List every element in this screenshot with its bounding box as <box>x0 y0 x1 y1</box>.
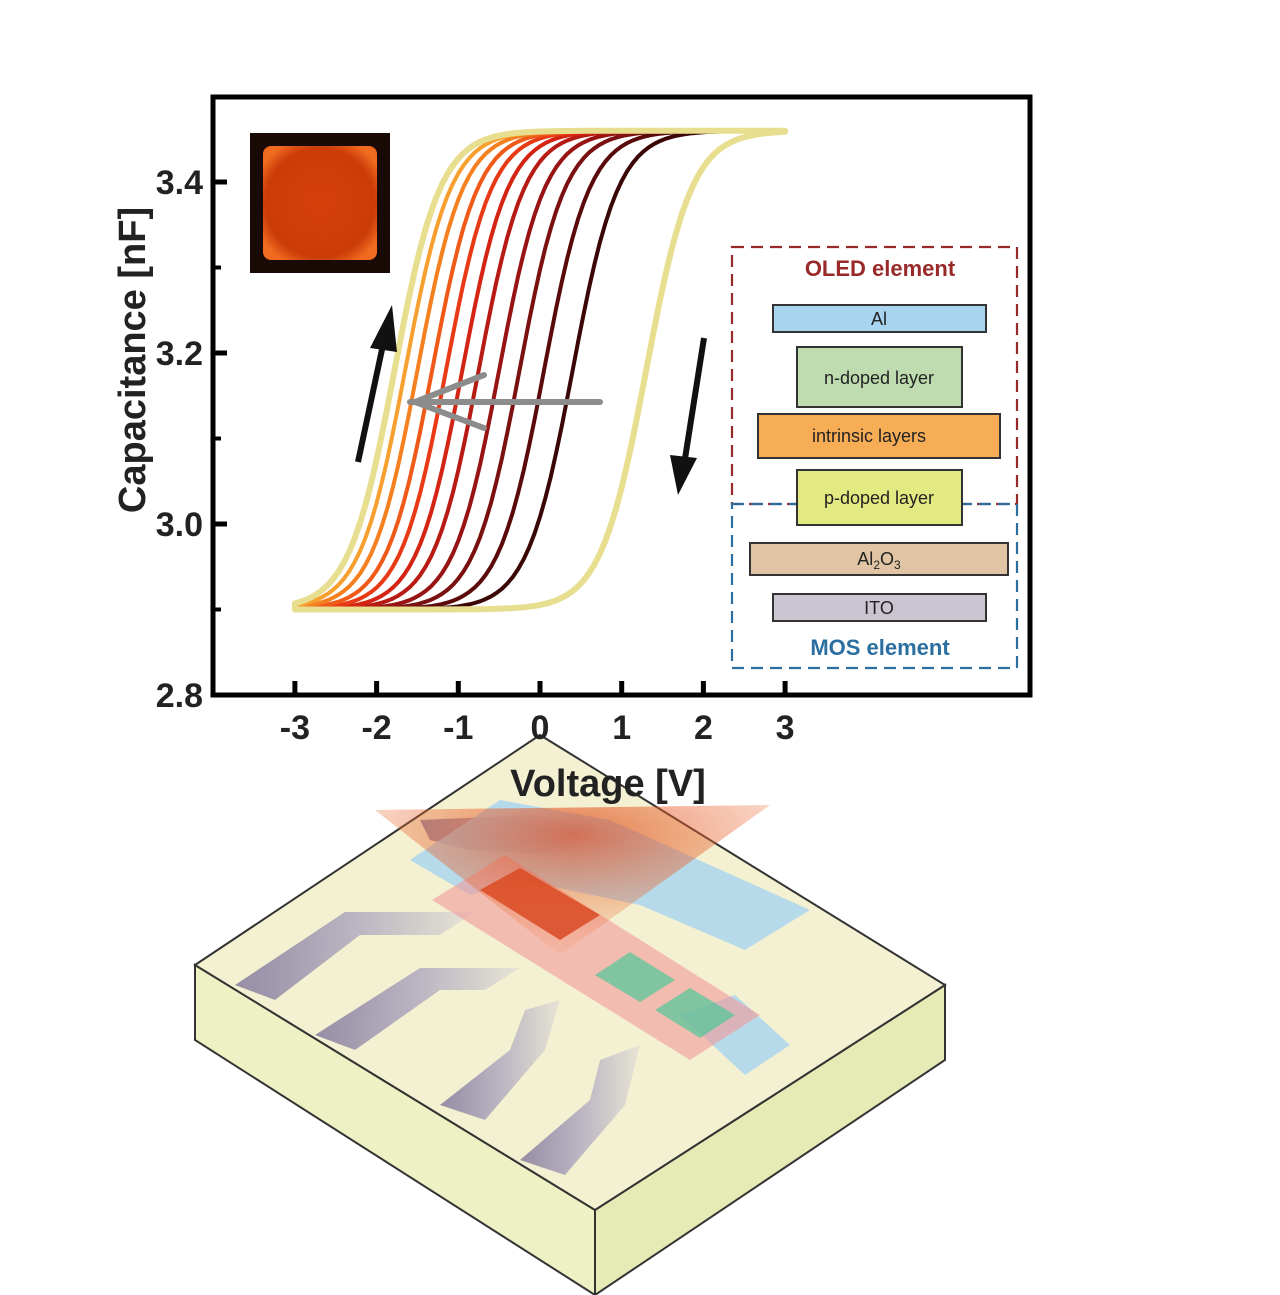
x-tick-label: -3 <box>280 709 310 747</box>
x-tick-label: -1 <box>443 709 473 747</box>
plot-area: -3 -2 -1 0 1 2 3 2.8 3.0 3.2 3.4 <box>156 94 1033 747</box>
layer-n-doped <box>796 346 963 408</box>
layer-stack-legend: OLED element MOS element Al n-doped laye… <box>730 245 1019 670</box>
layer-ito <box>772 593 987 622</box>
mos-pixel-2 <box>655 988 735 1038</box>
light-emission-cone <box>375 805 770 955</box>
layer-al2o3-label: Al2O3 <box>857 549 901 572</box>
cv-loop-11 <box>291 127 789 613</box>
mos-pixel-1 <box>595 952 675 1002</box>
shift-arrow-head-icon <box>406 372 487 431</box>
y-tick-label: 3.0 <box>156 506 203 544</box>
inset-pixel <box>263 146 377 260</box>
layer-n-doped-label: n-doped layer <box>824 368 934 388</box>
y-tick-label: 3.2 <box>156 335 203 373</box>
x-tick-label: -2 <box>361 709 391 747</box>
x-tick-label: 0 <box>531 709 550 747</box>
inset-emission-image <box>250 133 390 273</box>
shift-arrow <box>406 372 603 431</box>
layer-p-doped-label: p-doped layer <box>824 488 934 508</box>
down-sweep-arrowhead-icon <box>670 455 697 495</box>
layer-p-doped <box>796 469 963 526</box>
sweep-arrows <box>355 305 707 495</box>
oled-element-title: OLED element <box>805 256 956 281</box>
y-tick-label: 3.4 <box>156 164 203 202</box>
down-sweep-arrow <box>681 337 707 466</box>
device-illustration <box>193 733 947 1295</box>
layer-al2o3 <box>749 542 1009 576</box>
layer-intrinsic-label: intrinsic layers <box>812 426 926 446</box>
mos-element-title: MOS element <box>810 635 950 660</box>
layer-ito-label: ITO <box>864 598 894 618</box>
layer-al <box>772 304 987 333</box>
layer-al-label: Al <box>871 309 887 329</box>
x-axis-title: Voltage [V] <box>510 763 706 805</box>
axis-ticks: -3 -2 -1 0 1 2 3 2.8 3.0 3.2 3.4 <box>156 164 795 747</box>
x-tick-label: 3 <box>776 709 795 747</box>
layer-intrinsic <box>757 413 1001 459</box>
y-tick-label: 2.8 <box>156 677 203 715</box>
x-tick-label: 2 <box>694 709 713 747</box>
y-axis-title: Capacitance [nF] <box>112 207 154 513</box>
up-sweep-arrow <box>355 339 387 463</box>
x-tick-label: 1 <box>612 709 631 747</box>
hysteresis-curves <box>291 127 789 613</box>
up-sweep-arrowhead-icon <box>370 305 397 352</box>
